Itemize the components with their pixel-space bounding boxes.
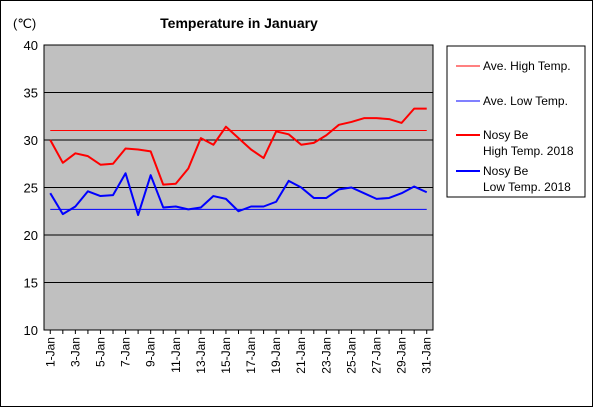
plot-border [43, 44, 434, 331]
x-tick-label: 23-Jan [319, 337, 333, 374]
legend-label-nosy-be-high-temp-2018: Nosy Be High Temp. 2018 [483, 128, 574, 158]
legend: Ave. High Temp. Ave. Low Temp. Nosy Be High… [446, 45, 586, 198]
series-line-nosy-be-high-temp-2018 [49, 107, 427, 186]
y-axis-unit-label: (℃) [13, 16, 36, 31]
series-line-nosy-be-low-temp-2018 [49, 172, 428, 217]
y-tick-label: 15 [24, 276, 38, 291]
x-tick-label: 1-Jan [43, 337, 57, 367]
x-tick-label: 15-Jan [219, 337, 233, 374]
x-tick-label: 9-Jan [144, 337, 158, 367]
gridlines [44, 92, 433, 283]
y-tick-label: 35 [24, 86, 38, 101]
y-tick-label: 30 [24, 133, 38, 148]
y-tick-label: 40 [24, 38, 38, 53]
x-tick-label: 5-Jan [93, 337, 107, 367]
legend-label-ave-high-temp: Ave. High Temp. [483, 59, 571, 73]
x-tick-label: 21-Jan [294, 337, 308, 374]
y-tick-label: 20 [24, 228, 38, 243]
legend-label-ave-low-temp: Ave. Low Temp. [483, 94, 568, 108]
x-tick-label: 7-Jan [119, 337, 133, 367]
x-tick-label: 13-Jan [194, 337, 208, 374]
x-axis-ticks: 1-Jan 3-Jan 5-Jan 7-Jan 9-Jan 11-Jan 13-Jan 15-… [43, 330, 434, 374]
y-tick-label: 25 [24, 181, 38, 196]
x-tick-label: 3-Jan [68, 337, 82, 367]
x-tick-label: 25-Jan [344, 337, 358, 374]
series-lines [49, 107, 428, 217]
y-axis-ticks: 10 15 20 25 30 35 40 [24, 38, 38, 338]
x-tick-label: 11-Jan [169, 337, 183, 373]
x-tick-label: 29-Jan [395, 337, 409, 374]
y-tick-label: 10 [24, 323, 38, 338]
x-tick-label: 27-Jan [370, 337, 384, 374]
x-tick-label: 17-Jan [244, 337, 258, 374]
x-tick-label: 31-Jan [420, 337, 434, 374]
chart-title: Temperature in January [160, 15, 318, 31]
legend-label-nosy-be-low-temp-2018: Nosy Be Low Temp. 2018 [483, 164, 571, 194]
x-tick-label: 19-Jan [269, 337, 283, 374]
